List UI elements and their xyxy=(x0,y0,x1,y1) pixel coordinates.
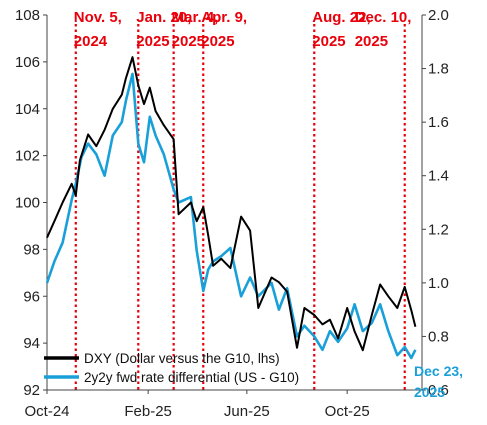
legend-label: 2y2y fwd rate differential (US - G10) xyxy=(84,370,299,385)
left-tick-label: 100 xyxy=(15,195,40,212)
end-annotation-date: Dec 23, xyxy=(414,363,463,379)
left-tick-label: 104 xyxy=(15,101,40,118)
chart-axes: 92 94 96 98 100 102 104 106 108 0.6 0.8 1.0 1.2 1.4 1.… xyxy=(15,7,449,420)
event-label-year: 2024 xyxy=(74,33,108,50)
right-tick-label: 1.6 xyxy=(428,114,449,131)
end-annotation: Dec 23, 2025 xyxy=(414,363,463,400)
event-label-year: 2025 xyxy=(136,33,169,50)
event-label-year: 2025 xyxy=(172,33,205,50)
x-tick-label: Feb-25 xyxy=(124,403,172,420)
legend: DXY (Dollar versus the G10, lhs) 2y2y fwd… xyxy=(44,351,299,385)
right-tick-label: 1.4 xyxy=(428,168,449,185)
end-annotation-year: 2025 xyxy=(414,384,445,400)
event-label-date: Nov. 5, xyxy=(74,9,122,26)
right-tick-label: 2.0 xyxy=(428,7,449,24)
event-label-year: 2025 xyxy=(355,33,388,50)
right-tick-label: 0.6 xyxy=(428,382,449,399)
left-tick-label: 94 xyxy=(23,335,40,352)
left-tick-label: 108 xyxy=(15,7,40,24)
rate-differential-series-line xyxy=(45,72,417,360)
event-label-year: 2025 xyxy=(201,33,234,50)
x-tick-label: Jun-25 xyxy=(224,403,270,420)
x-tick-label: Oct-25 xyxy=(325,403,370,420)
event-label-date: Aug. 22, xyxy=(312,9,370,26)
right-tick-label: 1.0 xyxy=(428,275,449,292)
left-tick-label: 96 xyxy=(23,288,40,305)
right-tick-label: 0.8 xyxy=(428,328,449,345)
right-tick-label: 1.2 xyxy=(428,221,449,238)
right-tick-label: 1.8 xyxy=(428,61,449,78)
event-label-date: Dec. 10, xyxy=(355,9,412,26)
series-lines xyxy=(45,56,417,360)
event-label-date: Jan. 20, xyxy=(136,9,191,26)
left-tick-label: 106 xyxy=(15,54,40,71)
event-label-date: Mar. 4, xyxy=(172,9,219,26)
left-tick-label: 102 xyxy=(15,148,40,165)
event-label-date: Apr. 9, xyxy=(201,9,247,26)
legend-label: DXY (Dollar versus the G10, lhs) xyxy=(84,351,280,366)
left-tick-label: 98 xyxy=(23,241,40,258)
left-tick-label: 92 xyxy=(23,382,40,399)
x-tick-label: Oct-24 xyxy=(24,403,69,420)
dxy-series-line xyxy=(46,56,417,352)
event-label-year: 2025 xyxy=(312,33,345,50)
